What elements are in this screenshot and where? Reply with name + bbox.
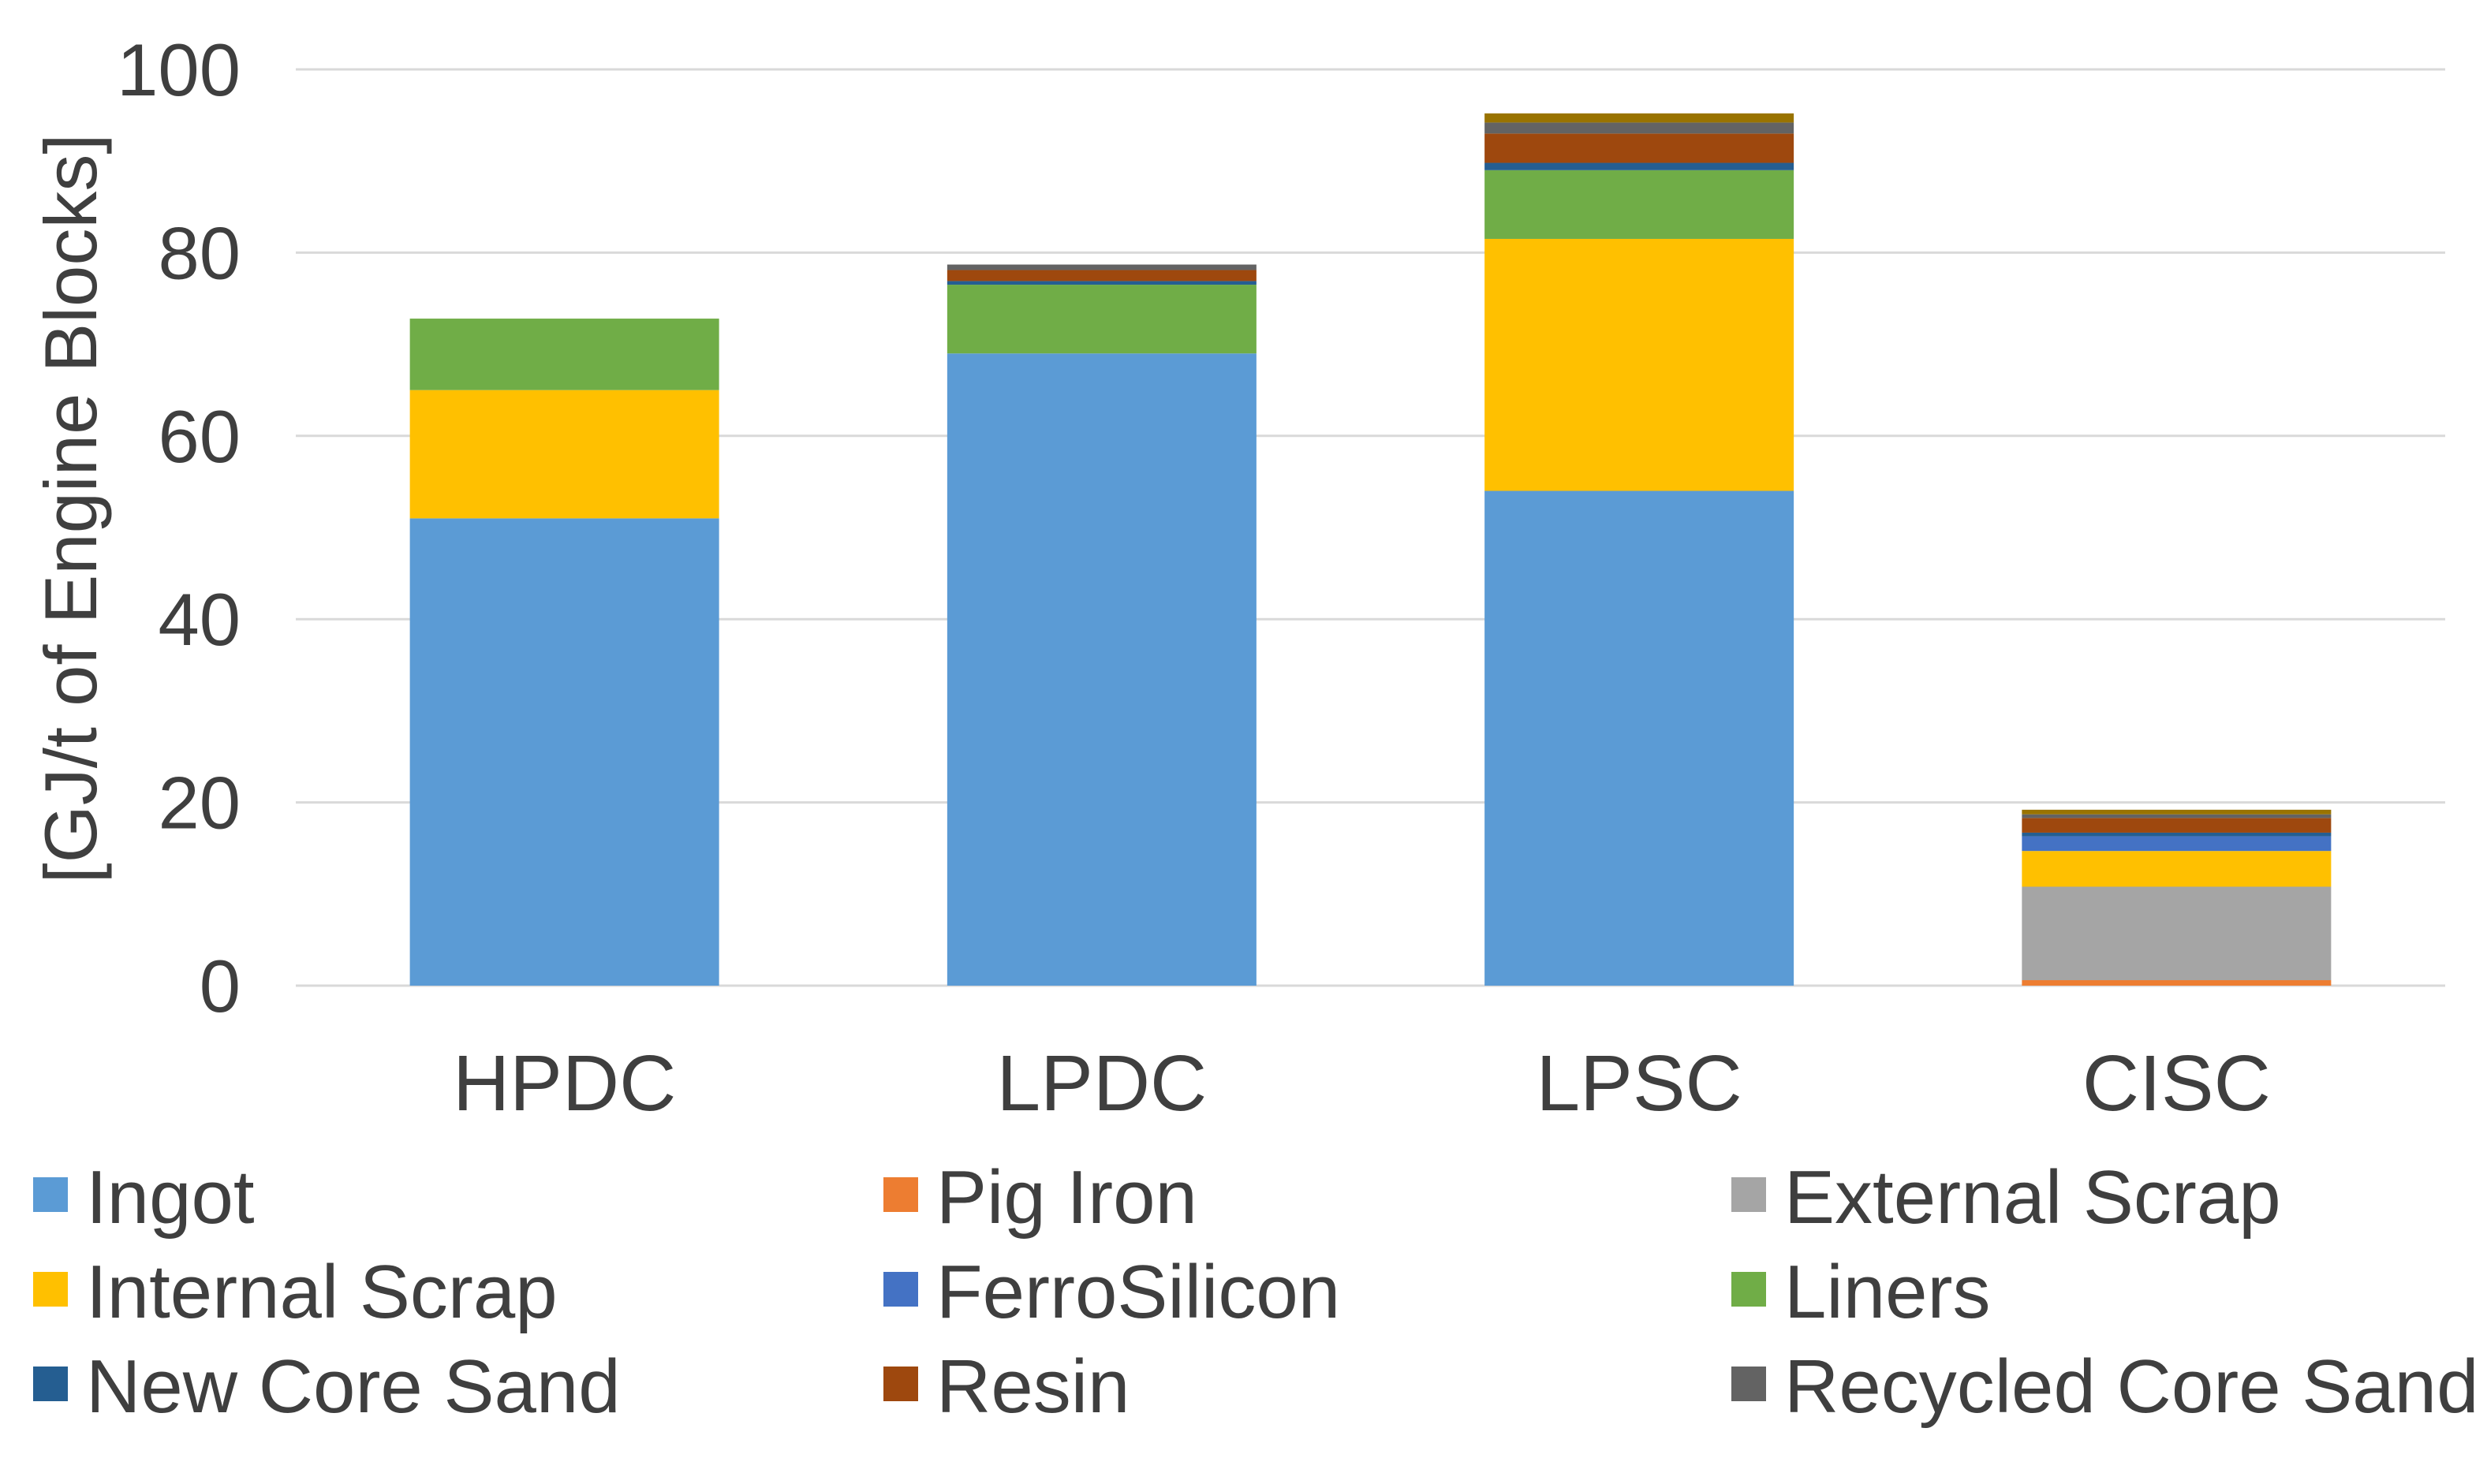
bars: [409, 113, 2332, 986]
category-label-lpdc: LPDC: [997, 1039, 1208, 1128]
legend-swatch-external-scrap: [1731, 1177, 1766, 1212]
legend-label-pig-iron: Pig Iron: [936, 1155, 1197, 1240]
legend-swatch-pig-iron: [883, 1177, 918, 1212]
legend-label-recycled-core-sand: Recycled Core Sand: [1784, 1344, 2478, 1429]
y-tick-label-80: 80: [158, 211, 241, 294]
bar-hpdc-internal-scrap: [409, 390, 719, 519]
y-tick-labels: 0 20 40 60 80 100: [117, 28, 241, 1027]
legend-swatch-ferrosilicon: [883, 1272, 918, 1307]
legend-label-resin: Resin: [936, 1344, 1130, 1429]
legend-swatch-liners: [1731, 1272, 1766, 1307]
category-labels: HPDC LPDC LPSC CISC: [453, 1039, 2271, 1128]
bar-lpdc-resin: [947, 270, 1257, 282]
category-label-cisc: CISC: [2082, 1039, 2271, 1128]
category-label-hpdc: HPDC: [453, 1039, 676, 1128]
legend-label-ferrosilicon: FerroSilicon: [936, 1250, 1340, 1334]
y-tick-label-0: 0: [200, 945, 241, 1027]
legend-swatch-new-core-sand: [33, 1367, 68, 1401]
bar-lpsc-new-core-sand: [1484, 162, 1794, 170]
legend-label-external-scrap: External Scrap: [1784, 1155, 2281, 1240]
bar-lpsc-liners: [1484, 170, 1794, 239]
bar-cisc-new-core-sand: [2022, 832, 2332, 837]
bar-hpdc-ingot: [409, 518, 719, 986]
y-axis-label: [GJ/t of Engine Blocks]: [29, 134, 112, 884]
y-tick-label-20: 20: [158, 762, 241, 845]
y-tick-label-40: 40: [158, 578, 241, 661]
legend-swatch-resin: [883, 1367, 918, 1401]
y-tick-label-60: 60: [158, 395, 241, 478]
bar-cisc-other: [2022, 809, 2332, 815]
bar-lpdc-liners: [947, 285, 1257, 354]
category-label-lpsc: LPSC: [1537, 1039, 1742, 1128]
bar-lpsc-recycled-core-sand: [1484, 122, 1794, 134]
bar-lpsc-resin: [1484, 133, 1794, 163]
bar-cisc-ferrosilicon: [2022, 836, 2332, 852]
bar-cisc-pig-iron: [2022, 980, 2332, 986]
bar-hpdc-liners: [409, 319, 719, 390]
bar-lpsc-ingot: [1484, 490, 1794, 986]
legend-label-new-core-sand: New Core Sand: [86, 1344, 621, 1429]
legend-swatch-ingot: [33, 1177, 68, 1212]
legend-label-ingot: Ingot: [86, 1155, 255, 1240]
y-tick-label-100: 100: [117, 28, 241, 111]
legend: Ingot Pig Iron External Scrap Internal Scra…: [33, 1155, 2478, 1429]
bar-cisc-internal-scrap: [2022, 851, 2332, 887]
bar-cisc-recycled-core-sand: [2022, 814, 2332, 818]
legend-swatch-internal-scrap: [33, 1272, 68, 1307]
bar-cisc-resin: [2022, 818, 2332, 833]
bar-cisc-external-scrap: [2022, 886, 2332, 981]
bar-lpdc-ingot: [947, 353, 1257, 986]
legend-swatch-recycled-core-sand: [1731, 1367, 1766, 1401]
bar-lpdc-recycled-core-sand: [947, 264, 1257, 270]
bar-lpsc-other: [1484, 113, 1794, 123]
bar-lpdc-new-core-sand: [947, 281, 1257, 285]
legend-label-liners: Liners: [1784, 1250, 1990, 1334]
bar-lpsc-internal-scrap: [1484, 238, 1794, 491]
legend-label-internal-scrap: Internal Scrap: [86, 1250, 558, 1334]
